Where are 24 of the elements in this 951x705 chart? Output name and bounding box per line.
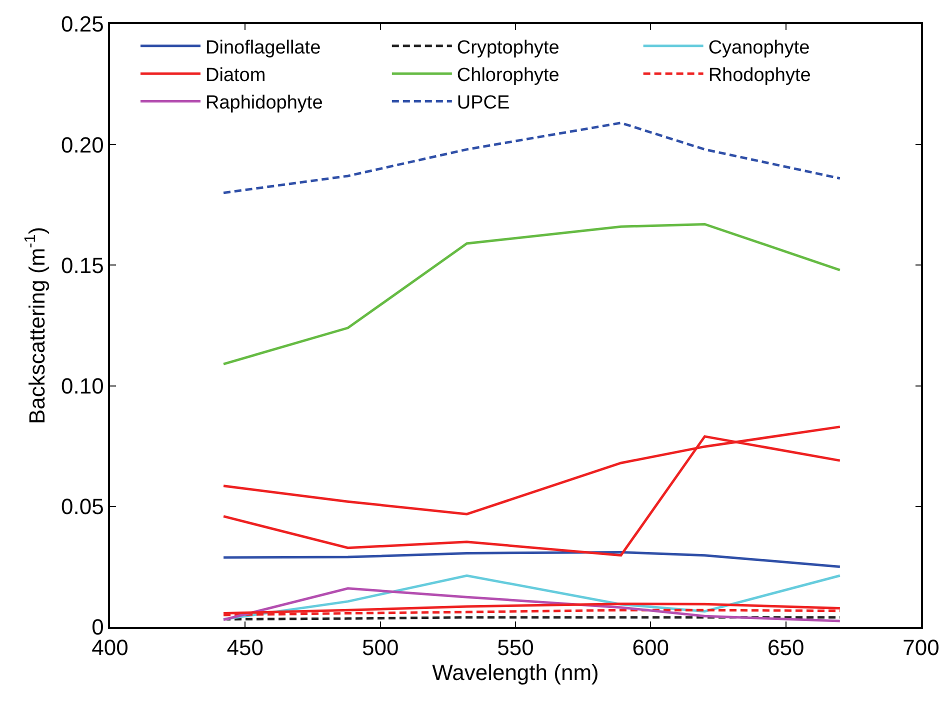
x-tick-label: 500 xyxy=(362,635,399,660)
x-tick-label: 450 xyxy=(226,635,264,660)
x-tick-label: 700 xyxy=(902,635,940,660)
y-tick-label: 0.15 xyxy=(61,252,104,278)
x-tick-label: 600 xyxy=(632,635,670,660)
legend-label: Cryptophyte xyxy=(456,37,560,58)
legend-label: Chlorophyte xyxy=(456,64,560,86)
x-tick-label: 550 xyxy=(497,635,534,660)
y-tick-label: 0.20 xyxy=(61,132,104,158)
legend-label: Cyanophyte xyxy=(708,37,810,58)
line-series xyxy=(222,222,842,366)
y-tick-label: 0.25 xyxy=(61,12,104,37)
legend-label: Rhodophyte xyxy=(708,64,811,86)
legend-label: Raphidophyte xyxy=(206,92,323,114)
line-series xyxy=(222,122,842,194)
y-tick-label: 0.05 xyxy=(61,494,104,520)
legend-label: UPCE xyxy=(456,92,510,114)
line-series xyxy=(222,587,842,622)
line-series xyxy=(222,550,842,568)
legend-label: Dinoflagellate xyxy=(206,37,321,58)
legend-label: Diatom xyxy=(206,64,266,86)
y-tick-label: 0.10 xyxy=(61,374,104,398)
x-tick-label: 650 xyxy=(767,635,804,660)
x-axis-title: Wavelength (nm) xyxy=(432,660,599,686)
